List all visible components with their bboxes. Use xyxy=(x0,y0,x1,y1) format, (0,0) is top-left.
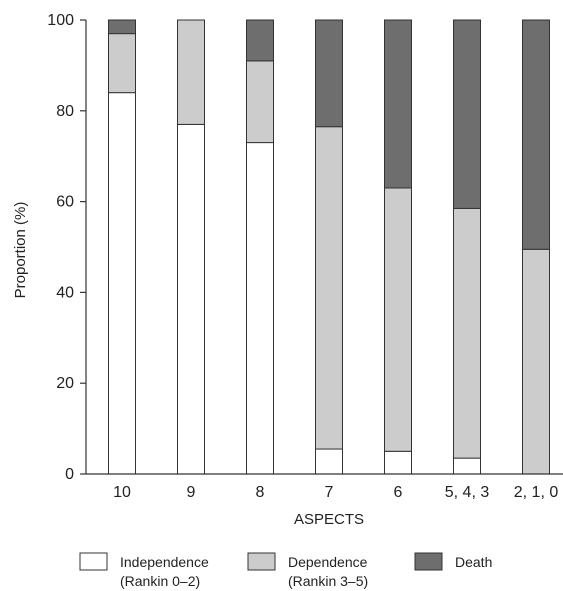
legend-sublabel: (Rankin 0–2) xyxy=(120,573,200,589)
x-tick-label: 7 xyxy=(325,484,334,501)
bar-segment-independence xyxy=(384,450,412,475)
plot-area xyxy=(108,19,550,475)
y-tick-label: 60 xyxy=(56,194,74,211)
legend: Independence (Rankin 0–2) Dependence (Ranki… xyxy=(79,552,492,589)
legend-sublabel: (Rankin 3–5) xyxy=(288,573,368,589)
bar-segment-death xyxy=(108,19,136,35)
bar-segment-independence xyxy=(246,142,274,475)
bar-segment-death xyxy=(384,19,412,189)
y-axis-title: Proportion (%) xyxy=(12,202,29,299)
bar-segment-death xyxy=(522,19,550,250)
x-tick-label: 9 xyxy=(187,484,196,501)
y-tick-label: 80 xyxy=(56,103,74,120)
bar-segment-dependence xyxy=(453,207,481,459)
bar-segment-independence xyxy=(108,92,136,475)
legend-label: Dependence xyxy=(288,554,368,570)
y-tick-label: 0 xyxy=(65,466,74,483)
bar-segment-dependence xyxy=(246,60,274,144)
legend-swatch xyxy=(79,552,108,571)
legend-label: Independence xyxy=(120,554,209,570)
bar-segment-independence xyxy=(315,448,343,475)
x-tick-label: 8 xyxy=(256,484,265,501)
legend-label: Death xyxy=(455,554,492,570)
y-axis: 0 20 40 60 80 100 xyxy=(47,12,87,483)
y-tick-label: 20 xyxy=(56,375,74,392)
bar-segment-dependence xyxy=(177,19,205,125)
bar-segment-death xyxy=(453,19,481,209)
x-tick-label: 5, 4, 3 xyxy=(445,484,490,501)
x-axis: 10 9 8 7 6 5, 4, 3 2, 1, 0 xyxy=(86,473,563,501)
bar-segment-dependence xyxy=(384,187,412,452)
bar-segment-dependence xyxy=(315,126,343,450)
y-tick-label: 40 xyxy=(56,284,74,301)
x-tick-label: 6 xyxy=(394,484,403,501)
bar-segment-dependence xyxy=(108,33,136,94)
bar-segment-dependence xyxy=(522,248,550,475)
bar-segment-death xyxy=(246,19,274,62)
x-tick-label: 2, 1, 0 xyxy=(514,484,559,501)
bar-segment-independence xyxy=(453,457,481,475)
bar-segment-independence xyxy=(177,123,205,475)
x-tick-label: 10 xyxy=(113,484,131,501)
legend-swatch xyxy=(247,552,276,571)
y-tick-label: 100 xyxy=(47,12,74,29)
legend-swatch xyxy=(414,552,443,571)
bar-segment-death xyxy=(315,19,343,128)
x-axis-title: ASPECTS xyxy=(294,511,364,528)
